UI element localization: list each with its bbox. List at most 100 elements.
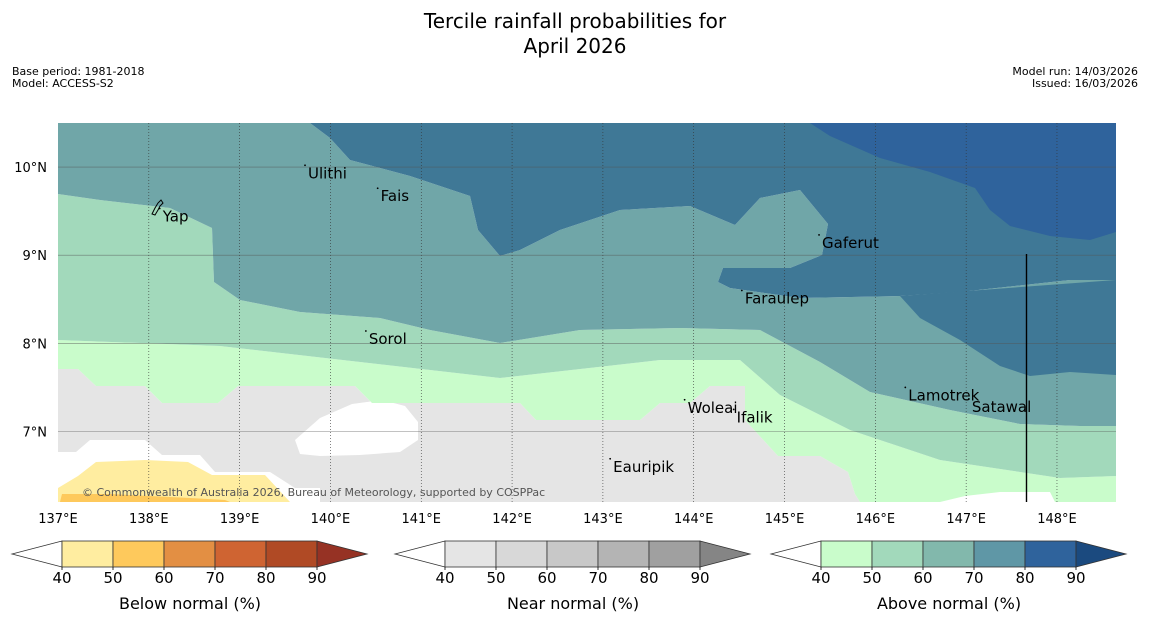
title-line-2: April 2026 (523, 34, 627, 58)
colorbar-segment (546, 540, 599, 568)
place-label: Ulithi (308, 164, 347, 182)
colorbar-segment (922, 540, 975, 568)
lat-tick-label: 8°N (23, 337, 48, 352)
above-70-south (900, 280, 1116, 376)
colorbar-segment (265, 540, 318, 568)
place-label: Satawal (972, 398, 1031, 416)
above-50-region (58, 194, 1116, 478)
place-label: Woleai (688, 399, 738, 417)
model-name: Model: ACCESS-S2 (12, 77, 114, 90)
colorbar-segment (214, 540, 267, 568)
colorbar-above-label: Above normal (%) (876, 594, 1022, 613)
colorbar-above-graphic: 40 50 60 70 80 90 (769, 540, 1128, 587)
place-marker (967, 397, 970, 400)
colorbar-below-graphic: 40 50 60 70 80 90 (10, 540, 369, 587)
colorbar-segment (648, 540, 701, 568)
colorbar-tick-label: 60 (154, 569, 173, 587)
colorbar-segment (820, 540, 873, 568)
place-label: Eauripik (613, 458, 674, 476)
colorbar-segment (61, 540, 114, 568)
place-marker (158, 207, 161, 210)
lon-tick-label: 146°E (856, 512, 896, 527)
place-marker (904, 386, 907, 389)
lat-tick-label: 9°N (23, 249, 48, 264)
place-marker (376, 187, 379, 190)
colorbar-over-triangle (316, 540, 369, 568)
no-signal-blob (295, 400, 418, 456)
place-label: Sorol (369, 330, 407, 348)
colorbar-below: 40 50 60 70 80 90 (10, 540, 370, 620)
model-run: Model run: 14/03/2026 (1012, 65, 1138, 78)
below-normal-strong (60, 494, 230, 502)
map-title: Tercile rainfall probabilities for April… (0, 9, 1150, 59)
colorbar-tick-label: 90 (690, 569, 709, 587)
copyright-notice: © Commonwealth of Australia 2026, Bureau… (82, 486, 545, 499)
place-marker (732, 408, 735, 411)
colorbar-near-graphic: 40 50 60 70 80 90 (393, 540, 752, 587)
place-label: Lamotrek (908, 386, 979, 404)
issued-date: Issued: 16/03/2026 (1031, 77, 1138, 90)
colorbar-segment (112, 540, 165, 568)
colorbar-tick-label: 80 (639, 569, 658, 587)
place-marker (683, 398, 686, 401)
longitude-labels: 137°E 138°E 139°E 140°E 141°E 142°E 143°E 144°E… (38, 512, 1077, 527)
place-label: Fais (381, 187, 410, 205)
colorbar-segment (444, 540, 497, 568)
colorbar-tick-label: 60 (913, 569, 932, 587)
lon-tick-label: 141°E (401, 512, 441, 527)
colorbar-tick-label: 40 (435, 569, 454, 587)
lon-tick-label: 138°E (129, 512, 169, 527)
lat-tick-label: 10°N (14, 161, 47, 176)
lon-tick-label: 147°E (946, 512, 986, 527)
colorbar-near: 40 50 60 70 80 90 (393, 540, 753, 620)
base-period: Base period: 1981-2018 (12, 65, 145, 78)
colorbar-segment (1024, 540, 1077, 568)
colorbar-tick-label: 40 (811, 569, 830, 587)
probability-field (58, 123, 1116, 502)
colorbar-above: 40 50 60 70 80 90 (769, 540, 1129, 620)
colorbar-tick-label: 50 (103, 569, 122, 587)
lon-tick-label: 137°E (38, 512, 78, 527)
below-normal-region (58, 460, 290, 502)
place-label: Yap (162, 207, 189, 225)
place-labels: Ulithi Fais Yap Gaferut Faraulep Sorol Lamotre… (158, 164, 1031, 476)
colorbar-over-triangle (1075, 540, 1128, 568)
colorbar-segment (495, 540, 548, 568)
place-label: Gaferut (822, 234, 879, 252)
place-marker (740, 289, 743, 292)
colorbar-tick-label: 90 (307, 569, 326, 587)
colorbar-tick-label: 80 (1015, 569, 1034, 587)
colorbar-tick-label: 90 (1066, 569, 1085, 587)
meta-left: Base period: 1981-2018 Model: ACCESS-S2 (12, 66, 144, 90)
lon-tick-label: 143°E (583, 512, 623, 527)
colorbar-tick-label: 50 (486, 569, 505, 587)
place-marker (818, 234, 820, 236)
lon-tick-label: 144°E (674, 512, 714, 527)
colorbar-tick-label: 50 (862, 569, 881, 587)
above-60-region (58, 123, 1116, 426)
place-marker (364, 330, 367, 332)
place-label: Faraulep (745, 289, 809, 307)
colorbar-tick-label: 70 (205, 569, 224, 587)
place-marker (609, 457, 612, 460)
colorbar-near-label: Near normal (%) (506, 594, 640, 613)
near-normal-region (58, 369, 860, 502)
colorbar-segment (163, 540, 216, 568)
colorbar-tick-label: 60 (537, 569, 556, 587)
colorbar-tick-label: 70 (588, 569, 607, 587)
lat-tick-label: 7°N (23, 425, 48, 440)
map-figure: Ulithi Fais Yap Gaferut Faraulep Sorol Lamotre… (14, 123, 1116, 527)
place-marker (304, 164, 306, 167)
colorbar-under-triangle (10, 540, 63, 568)
yap-island-outline (151, 199, 164, 216)
lon-tick-label: 139°E (220, 512, 260, 527)
colorbar-tick-label: 80 (256, 569, 275, 587)
above-40-region (58, 340, 1116, 502)
latitude-labels: 10°N 9°N 8°N 7°N (14, 161, 47, 440)
colorbar-tick-label: 40 (52, 569, 71, 587)
meta-right: Model run: 14/03/2026 Issued: 16/03/2026 (1012, 66, 1138, 90)
above-80-region (810, 123, 1116, 240)
lon-tick-label: 142°E (492, 512, 532, 527)
lon-tick-label: 145°E (765, 512, 805, 527)
colorbar-over-triangle (699, 540, 752, 568)
